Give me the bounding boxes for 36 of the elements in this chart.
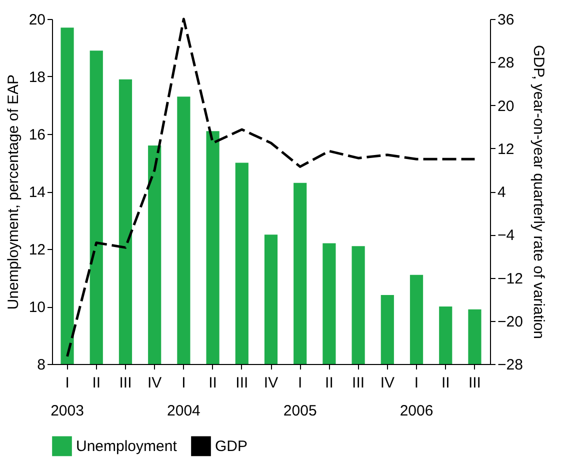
x-tick-label: II: [92, 374, 101, 392]
y-tick-label: 16: [28, 126, 46, 144]
x-tick-label: I 2004: [167, 374, 200, 420]
y-tick-label: 18: [28, 69, 46, 86]
x-tick-label: I 2003: [50, 374, 84, 420]
x-tick-label: II: [208, 374, 217, 392]
y2-tick-label: 4: [498, 184, 506, 201]
x-tick-label: III: [352, 374, 365, 392]
x-tick-label: IV: [264, 374, 278, 392]
line-series: [66, 18, 476, 358]
y-tick-label: 12: [28, 242, 46, 258]
x-tick-label: II: [441, 374, 450, 392]
y2-tick-label: 20: [498, 98, 514, 115]
y-axis-title: Unemployment, percentage of EAP: [4, 74, 22, 310]
y2-tick-label: −4: [498, 227, 515, 244]
x-tick-label: IV: [380, 374, 395, 392]
x-tick-label: III: [468, 374, 481, 392]
y2-axis-title: GDP, year-on-year quarterly rate of variation: [530, 44, 547, 340]
y-tick-label: 8: [37, 356, 46, 374]
x-tick-label: III: [236, 374, 248, 392]
x-tick-label: I 2005: [283, 374, 317, 420]
y2-tick-label: 12: [498, 140, 514, 158]
y-tick-label: 10: [28, 299, 46, 316]
legend-label: Unemployment: [76, 438, 178, 456]
y-tick-label: 14: [28, 184, 46, 201]
x-tick-label: IV: [147, 374, 162, 392]
x-tick-label: I 2006: [400, 374, 434, 420]
y-tick-label: 20: [28, 12, 46, 28]
x-tick-label: II: [325, 374, 334, 392]
y2-tick-label: −28: [498, 356, 523, 374]
legend-label: GDP: [215, 438, 248, 456]
y2-tick-label: 36: [498, 12, 514, 28]
x-tick-label: III: [119, 374, 132, 392]
y2-tick-label: −12: [498, 270, 523, 288]
y2-tick-label: 28: [498, 54, 514, 72]
y2-tick-label: −20: [498, 313, 523, 330]
